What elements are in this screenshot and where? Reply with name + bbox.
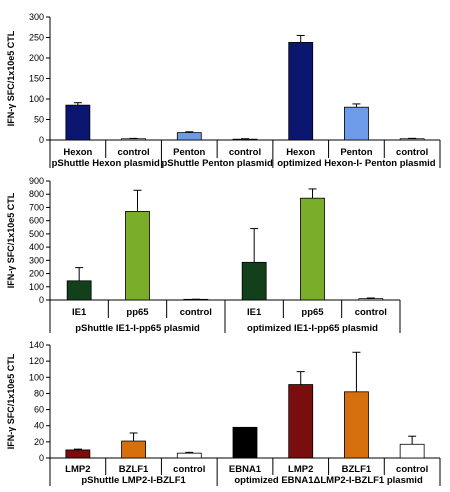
y-tick-label: 250 [29, 33, 44, 43]
y-tick-label: 700 [29, 202, 44, 212]
bar-control [399, 138, 425, 141]
bar-control [358, 298, 384, 301]
category-label: control [229, 147, 261, 158]
category-label: BZLF1 [119, 464, 149, 475]
category-label: control [173, 464, 205, 475]
category-label: pp65 [301, 307, 324, 318]
y-tick-label: 900 [29, 176, 44, 186]
y-axis-label-2: IFN-γ SFC/1x10e5 CTL [6, 192, 16, 288]
group-label: optimized Hexon-I- Penton plasmid [277, 158, 436, 169]
bar-penton [344, 106, 369, 141]
category-label: Hexon [286, 147, 315, 158]
y-axis-label-1: IFN-γ SFC/1x10e5 CTL [6, 30, 16, 126]
category-label: IE1 [247, 307, 262, 318]
bar-bzlf1 [344, 391, 369, 459]
group-label: pShuttle Hexon plasmid [52, 158, 160, 169]
y-tick-label: 0 [39, 295, 44, 305]
bar-control [399, 443, 425, 459]
bar-penton [176, 132, 202, 141]
category-label: Hexon [63, 147, 92, 158]
y-tick-label: 200 [29, 53, 44, 63]
bar-pp65 [300, 197, 325, 301]
group-label: pShuttle LMP2-I-BZLF1 [81, 475, 186, 486]
y-tick-label: 0 [39, 453, 44, 463]
y-tick-label: 60 [34, 405, 44, 415]
bar-bzlf1 [121, 440, 146, 459]
y-axis-label-3: IFN-γ SFC/1x10e5 CTL [6, 353, 16, 449]
category-label: control [355, 307, 387, 318]
bar-lmp2 [288, 384, 314, 459]
group-label: optimized IE1-I-pp65 plasmid [247, 323, 378, 334]
category-label: IE1 [72, 307, 87, 318]
category-label: LMP2 [288, 464, 313, 475]
category-label: BZLF1 [342, 464, 372, 475]
y-tick-label: 600 [29, 216, 44, 226]
category-label: control [117, 147, 149, 158]
bar-ebna1 [232, 426, 258, 459]
y-tick-label: 0 [39, 135, 44, 145]
bar-pp65 [125, 211, 150, 301]
group-label: optimized EBNA1ΔLMP2-I-BZLF1 plasmid [234, 475, 423, 486]
y-tick-label: 300 [29, 12, 44, 22]
y-tick-label: 140 [29, 340, 44, 350]
category-label: pp65 [126, 307, 149, 318]
category-label: EBNA1 [229, 464, 262, 475]
bar-ie1 [66, 280, 92, 301]
category-label: Penton [173, 147, 205, 158]
bar-ie1 [241, 261, 267, 301]
bar-control [121, 138, 146, 141]
y-tick-label: 120 [29, 356, 44, 366]
y-tick-label: 50 [34, 115, 44, 125]
y-tick-label: 400 [29, 242, 44, 252]
y-tick-label: 500 [29, 229, 44, 239]
category-label: LMP2 [65, 464, 90, 475]
y-tick-label: 40 [34, 421, 44, 431]
y-tick-label: 800 [29, 189, 44, 199]
bar-lmp2 [65, 449, 91, 459]
category-label: control [396, 147, 428, 158]
category-label: control [180, 307, 212, 318]
y-tick-label: 150 [29, 74, 44, 84]
bar-control [176, 452, 202, 459]
bar-control [232, 138, 258, 141]
bar-hexon [288, 42, 314, 141]
category-label: control [396, 464, 428, 475]
group-label: pShuttle IE1-I-pp65 plasmid [75, 323, 200, 334]
y-tick-label: 100 [29, 282, 44, 292]
bar-hexon [65, 104, 91, 141]
category-label: Penton [340, 147, 372, 158]
y-tick-label: 80 [34, 388, 44, 398]
y-tick-label: 100 [29, 94, 44, 104]
y-tick-label: 200 [29, 269, 44, 279]
y-tick-label: 20 [34, 437, 44, 447]
group-label: pShuttle Penton plasmid [161, 158, 273, 169]
y-tick-label: 100 [29, 372, 44, 382]
y-tick-label: 300 [29, 255, 44, 265]
